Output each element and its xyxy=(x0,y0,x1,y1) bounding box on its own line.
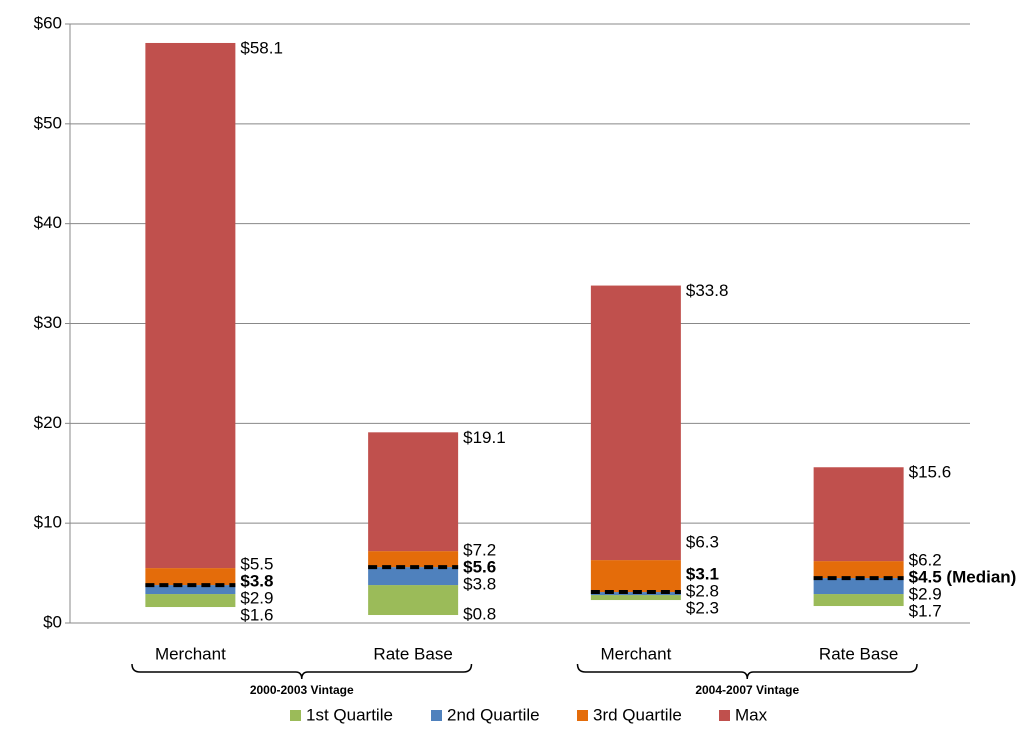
box-segment xyxy=(368,432,459,552)
value-label: $3.1 xyxy=(686,565,719,584)
legend-swatch xyxy=(290,710,301,721)
value-label: $2.8 xyxy=(686,582,719,601)
y-tick-label: $30 xyxy=(34,313,62,332)
legend-label: 1st Quartile xyxy=(306,705,393,724)
x-tick-label: Rate Base xyxy=(373,644,452,663)
value-label: $3.8 xyxy=(463,575,496,594)
box-segment xyxy=(368,585,459,616)
y-tick-label: $0 xyxy=(43,612,62,631)
legend-swatch xyxy=(431,710,442,721)
y-tick-label: $60 xyxy=(34,13,62,32)
value-label: $4.5 (Median) xyxy=(909,568,1017,587)
box-segment xyxy=(368,551,459,568)
box-segment xyxy=(590,560,681,593)
value-label: $1.7 xyxy=(909,602,942,621)
legend-label: Max xyxy=(735,705,768,724)
value-label: $2.9 xyxy=(240,589,273,608)
box-segment xyxy=(813,467,904,562)
value-label: $6.2 xyxy=(909,551,942,570)
x-tick-label: Merchant xyxy=(155,644,226,663)
legend-swatch xyxy=(719,710,730,721)
box-segment xyxy=(145,42,236,569)
box-segment xyxy=(813,578,904,595)
box-segment xyxy=(145,568,236,586)
box-segment xyxy=(813,561,904,579)
box-segment xyxy=(145,594,236,608)
value-label: $3.8 xyxy=(240,572,273,591)
group-label: 2004-2007 Vintage xyxy=(695,683,799,697)
x-tick-label: Merchant xyxy=(600,644,671,663)
box-segment xyxy=(145,585,236,595)
group-bracket xyxy=(576,663,918,680)
value-label: $2.3 xyxy=(686,599,719,618)
group-label: 2000-2003 Vintage xyxy=(250,683,354,697)
value-label: $2.9 xyxy=(909,585,942,604)
box-segment xyxy=(590,595,681,601)
box-segment xyxy=(368,567,459,586)
group-bracket xyxy=(131,663,473,680)
x-tick-label: Rate Base xyxy=(819,644,898,663)
value-label: $58.1 xyxy=(240,38,283,57)
value-label: $6.3 xyxy=(686,533,719,552)
box-segment xyxy=(813,594,904,607)
value-label: $5.6 xyxy=(463,558,496,577)
y-tick-label: $10 xyxy=(34,513,62,532)
value-label: $7.2 xyxy=(463,541,496,560)
y-tick-label: $40 xyxy=(34,213,62,232)
legend-label: 2nd Quartile xyxy=(447,705,540,724)
value-label: $19.1 xyxy=(463,428,506,447)
value-label: $15.6 xyxy=(909,463,952,482)
y-tick-label: $20 xyxy=(34,413,62,432)
legend-label: 3rd Quartile xyxy=(593,705,682,724)
legend-swatch xyxy=(577,710,588,721)
y-tick-label: $50 xyxy=(34,113,62,132)
value-label: $5.5 xyxy=(240,555,273,574)
box-segment xyxy=(590,285,681,561)
value-label: $33.8 xyxy=(686,281,729,300)
value-label: $0.8 xyxy=(463,604,496,623)
value-label: $1.6 xyxy=(240,606,273,625)
